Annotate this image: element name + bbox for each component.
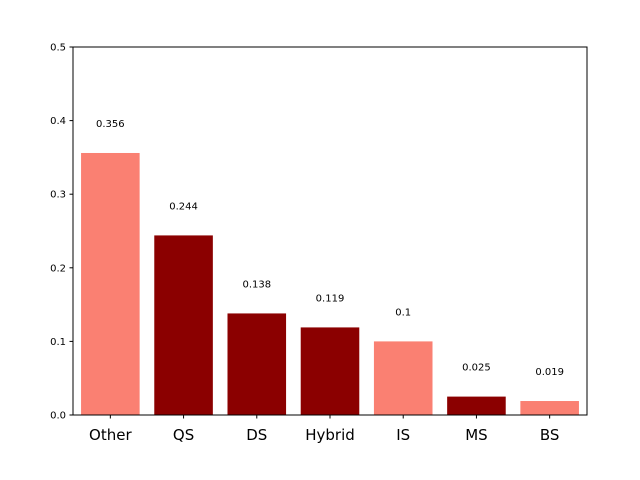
x-tick-label-bs: BS: [540, 426, 560, 444]
x-tick-label-ds: DS: [246, 426, 267, 444]
x-tick-label-qs: QS: [173, 426, 194, 444]
data-label-ds: 0.138: [242, 279, 271, 290]
y-tick-label: 0.0: [50, 411, 66, 422]
bar-qs: [154, 235, 213, 415]
x-tick-label-other: Other: [89, 426, 132, 444]
x-axis: Other QS DS Hybrid IS MS BS: [89, 415, 559, 444]
data-label-is: 0.1: [395, 307, 411, 318]
data-label-bs: 0.019: [535, 367, 564, 378]
bar-bs: [520, 401, 579, 415]
x-tick-label-ms: MS: [465, 426, 487, 444]
y-tick-label: 0.3: [50, 190, 66, 201]
bar-ds: [227, 313, 287, 415]
bar-hybrid: [300, 327, 360, 415]
y-tick-label: 0.5: [50, 43, 66, 54]
x-tick-label-hybrid: Hybrid: [305, 426, 355, 444]
bar-ms: [447, 396, 506, 415]
y-tick-label: 0.2: [50, 263, 66, 274]
data-label-qs: 0.244: [169, 201, 198, 212]
data-label-ms: 0.025: [462, 363, 491, 374]
bars-group: [81, 152, 579, 415]
x-tick-label-is: IS: [396, 426, 410, 444]
bar-other: [81, 152, 140, 415]
data-label-hybrid: 0.119: [316, 293, 345, 304]
y-tick-label: 0.4: [50, 116, 66, 127]
data-labels-group: 0.356 0.244 0.138 0.119 0.1 0.025 0.019: [96, 119, 564, 378]
data-label-other: 0.356: [96, 119, 125, 130]
bar-is: [373, 341, 433, 415]
y-tick-label: 0.1: [50, 337, 66, 348]
plot-frame: [72, 46, 588, 416]
y-axis: 0.0 0.1 0.2 0.3 0.4 0.5: [50, 43, 73, 422]
